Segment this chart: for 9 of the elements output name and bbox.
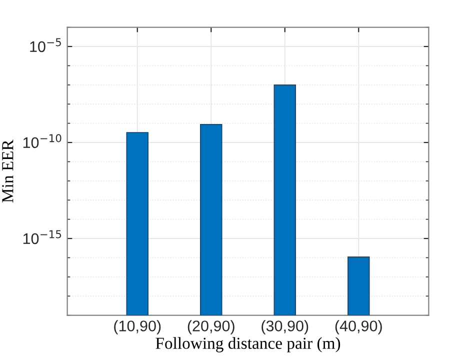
x-axis-title: Following distance pair (m) [156,337,340,352]
y-tick-label: 10$^{−15}$ [23,230,62,244]
x-tick-label: (10,90) [114,320,161,334]
y-axis-title: Min EER [2,140,14,203]
y-tick-label: 10$^{−10}$ [23,134,62,148]
x-tick-label: (40,90) [335,320,382,334]
y-tick-label: 10$^{−5}$ [30,38,61,52]
x-tick-label: (30,90) [262,320,308,334]
x-tick-label: (20,90) [188,320,234,334]
